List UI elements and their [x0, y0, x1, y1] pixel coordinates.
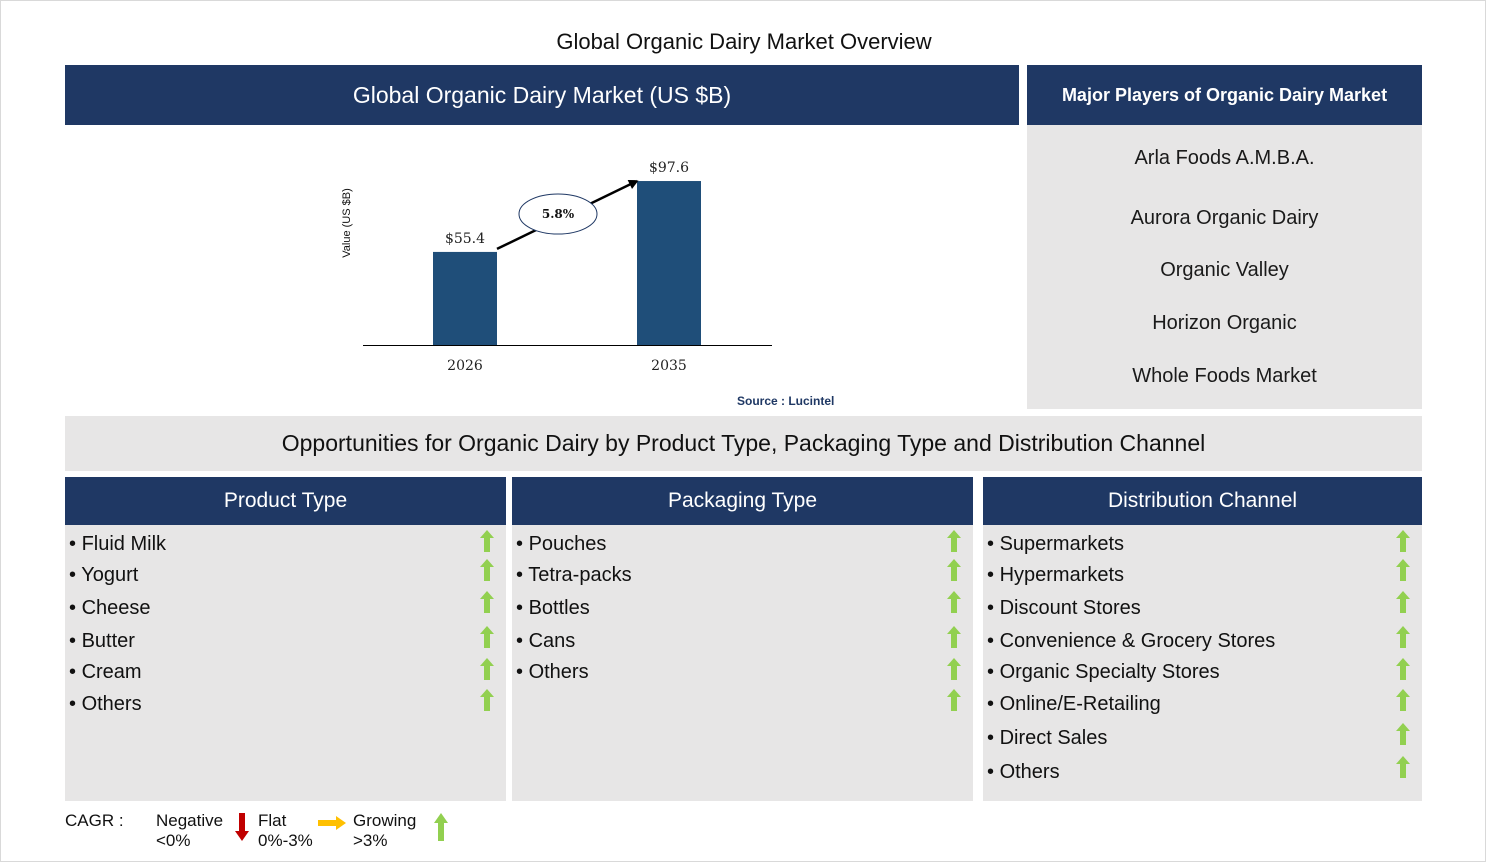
y-axis-label: Value (US $B): [341, 188, 353, 258]
bar-2035: [637, 181, 701, 345]
x-tick-label: 2026: [447, 358, 483, 374]
player-item: Horizon Organic: [1152, 312, 1297, 334]
players-panel: Arla Foods A.M.B.A. Aurora Organic Dairy…: [1027, 125, 1422, 409]
list-item: • Yogurt: [69, 564, 139, 586]
bar-2026: [433, 251, 497, 345]
up-arrow-icon: [480, 658, 494, 680]
opportunities-banner: Opportunities for Organic Dairy by Produ…: [65, 416, 1422, 471]
packaging-type-header: Packaging Type: [512, 477, 973, 525]
up-arrow-icon: [1396, 591, 1410, 613]
list-item: • Tetra-packs: [516, 564, 632, 586]
players-header: Major Players of Organic Dairy Market: [1027, 65, 1422, 125]
player-item: Whole Foods Market: [1132, 365, 1317, 387]
distribution-channel-panel: • Supermarkets • Hypermarkets • Discount…: [983, 525, 1422, 801]
legend-title: CAGR :: [65, 811, 124, 830]
list-item: • Organic Specialty Stores: [987, 661, 1220, 683]
product-type-header: Product Type: [65, 477, 506, 525]
list-item: • Butter: [69, 630, 135, 652]
cagr-label: 5.8%: [542, 207, 575, 221]
list-item: • Pouches: [516, 533, 607, 555]
player-item: Arla Foods A.M.B.A.: [1134, 147, 1315, 169]
chart-header: Global Organic Dairy Market (US $B): [65, 65, 1019, 125]
up-arrow-icon: [480, 530, 494, 552]
list-item: • Direct Sales: [987, 727, 1108, 749]
list-item: • Bottles: [516, 597, 590, 619]
up-arrow-icon: [480, 591, 494, 613]
list-item: • Discount Stores: [987, 597, 1141, 619]
list-item: • Hypermarkets: [987, 564, 1125, 586]
up-arrow-icon: [1396, 689, 1410, 711]
page-title: Global Organic Dairy Market Overview: [556, 29, 932, 54]
up-arrow-icon: [480, 559, 494, 581]
right-arrow-icon: [318, 816, 346, 830]
up-arrow-icon: [1396, 559, 1410, 581]
up-arrow-icon: [947, 689, 961, 711]
up-arrow-icon: [947, 626, 961, 648]
player-item: Organic Valley: [1160, 259, 1289, 281]
list-item: • Fluid Milk: [69, 533, 167, 555]
up-arrow-icon: [947, 530, 961, 552]
list-item: • Cans: [516, 630, 576, 652]
list-item: • Cream: [69, 661, 142, 683]
legend-growing: Growing >3%: [353, 811, 417, 850]
up-arrow-icon: [1396, 658, 1410, 680]
up-arrow-icon: [1396, 756, 1410, 778]
x-tick-label: 2035: [651, 358, 687, 374]
list-item: • Online/E-Retailing: [987, 693, 1161, 715]
up-arrow-icon: [947, 559, 961, 581]
legend-flat: Flat 0%-3%: [258, 811, 313, 850]
list-item: • Others: [516, 661, 589, 683]
list-item: • Supermarkets: [987, 533, 1125, 555]
up-arrow-icon: [480, 626, 494, 648]
list-item: • Convenience & Grocery Stores: [987, 630, 1276, 652]
up-arrow-icon: [1396, 530, 1410, 552]
data-label: $97.6: [649, 160, 689, 176]
up-arrow-icon: [434, 813, 448, 841]
list-item: • Others: [69, 693, 142, 715]
cagr-bubble: [518, 193, 598, 235]
up-arrow-icon: [947, 591, 961, 613]
player-item: Aurora Organic Dairy: [1130, 207, 1319, 229]
packaging-type-panel: • Pouches • Tetra-packs • Bottles • Cans…: [512, 525, 973, 801]
up-arrow-icon: [1396, 626, 1410, 648]
list-item: • Others: [987, 761, 1060, 783]
source-note: Source : Lucintel: [737, 394, 835, 408]
up-arrow-icon: [1396, 723, 1410, 745]
up-arrow-icon: [947, 658, 961, 680]
legend-negative: Negative <0%: [156, 811, 224, 850]
list-item: • Cheese: [69, 597, 151, 619]
bar-chart: Value (US $B) $55.4 2026 $97.6 2035 5.8%: [341, 160, 772, 374]
up-arrow-icon: [480, 689, 494, 711]
distribution-channel-header: Distribution Channel: [983, 477, 1422, 525]
product-type-panel: • Fluid Milk • Yogurt • Cheese • Butter …: [65, 525, 506, 801]
data-label: $55.4: [445, 231, 485, 247]
down-arrow-icon: [235, 813, 249, 841]
